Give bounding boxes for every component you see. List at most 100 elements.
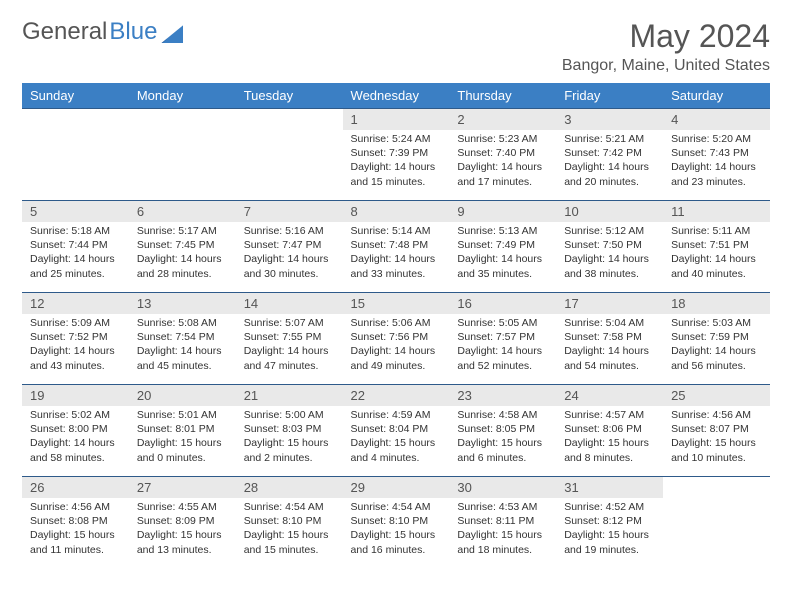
day-details: Sunrise: 5:12 AMSunset: 7:50 PMDaylight:… [556, 222, 663, 285]
day-details: Sunrise: 4:54 AMSunset: 8:10 PMDaylight:… [236, 498, 343, 561]
sunset-text: Sunset: 8:12 PM [564, 514, 655, 528]
day-details: Sunrise: 5:23 AMSunset: 7:40 PMDaylight:… [449, 130, 556, 193]
day-number: 23 [449, 385, 556, 406]
weekday-header: Friday [556, 83, 663, 109]
calendar-cell: 31Sunrise: 4:52 AMSunset: 8:12 PMDayligh… [556, 477, 663, 569]
sunset-text: Sunset: 8:09 PM [137, 514, 228, 528]
title-block: May 2024 Bangor, Maine, United States [562, 18, 770, 75]
calendar-table: SundayMondayTuesdayWednesdayThursdayFrid… [22, 83, 770, 569]
daylight-text: Daylight: 14 hours and 54 minutes. [564, 344, 655, 372]
day-details: Sunrise: 4:54 AMSunset: 8:10 PMDaylight:… [343, 498, 450, 561]
daylight-text: Daylight: 14 hours and 28 minutes. [137, 252, 228, 280]
sunset-text: Sunset: 7:42 PM [564, 146, 655, 160]
sunrise-text: Sunrise: 4:58 AM [457, 408, 548, 422]
daylight-text: Daylight: 14 hours and 38 minutes. [564, 252, 655, 280]
calendar-body: ...1Sunrise: 5:24 AMSunset: 7:39 PMDayli… [22, 109, 770, 569]
day-details: Sunrise: 4:58 AMSunset: 8:05 PMDaylight:… [449, 406, 556, 469]
sunset-text: Sunset: 7:58 PM [564, 330, 655, 344]
day-details: Sunrise: 5:16 AMSunset: 7:47 PMDaylight:… [236, 222, 343, 285]
daylight-text: Daylight: 14 hours and 30 minutes. [244, 252, 335, 280]
day-number: 24 [556, 385, 663, 406]
calendar-cell: 12Sunrise: 5:09 AMSunset: 7:52 PMDayligh… [22, 293, 129, 385]
daylight-text: Daylight: 15 hours and 19 minutes. [564, 528, 655, 556]
sunset-text: Sunset: 8:10 PM [244, 514, 335, 528]
day-details: Sunrise: 4:56 AMSunset: 8:07 PMDaylight:… [663, 406, 770, 469]
calendar-cell: . [22, 109, 129, 201]
sunrise-text: Sunrise: 5:02 AM [30, 408, 121, 422]
sunset-text: Sunset: 7:43 PM [671, 146, 762, 160]
calendar-cell: 8Sunrise: 5:14 AMSunset: 7:48 PMDaylight… [343, 201, 450, 293]
sunset-text: Sunset: 8:08 PM [30, 514, 121, 528]
day-number: 20 [129, 385, 236, 406]
location: Bangor, Maine, United States [562, 57, 770, 75]
daylight-text: Daylight: 14 hours and 17 minutes. [457, 160, 548, 188]
sunset-text: Sunset: 7:47 PM [244, 238, 335, 252]
day-number: 6 [129, 201, 236, 222]
sunrise-text: Sunrise: 5:05 AM [457, 316, 548, 330]
sunrise-text: Sunrise: 5:04 AM [564, 316, 655, 330]
sunrise-text: Sunrise: 5:16 AM [244, 224, 335, 238]
calendar-cell: . [663, 477, 770, 569]
daylight-text: Daylight: 14 hours and 49 minutes. [351, 344, 442, 372]
sunrise-text: Sunrise: 5:21 AM [564, 132, 655, 146]
sunset-text: Sunset: 8:06 PM [564, 422, 655, 436]
sunrise-text: Sunrise: 5:09 AM [30, 316, 121, 330]
sunset-text: Sunset: 8:04 PM [351, 422, 442, 436]
sunset-text: Sunset: 7:57 PM [457, 330, 548, 344]
sunrise-text: Sunrise: 5:24 AM [351, 132, 442, 146]
calendar-cell: 10Sunrise: 5:12 AMSunset: 7:50 PMDayligh… [556, 201, 663, 293]
sunset-text: Sunset: 8:07 PM [671, 422, 762, 436]
day-details: Sunrise: 4:59 AMSunset: 8:04 PMDaylight:… [343, 406, 450, 469]
day-details: Sunrise: 5:01 AMSunset: 8:01 PMDaylight:… [129, 406, 236, 469]
daylight-text: Daylight: 15 hours and 4 minutes. [351, 436, 442, 464]
daylight-text: Daylight: 15 hours and 10 minutes. [671, 436, 762, 464]
weekday-header: Thursday [449, 83, 556, 109]
sunrise-text: Sunrise: 4:56 AM [671, 408, 762, 422]
sunset-text: Sunset: 7:55 PM [244, 330, 335, 344]
calendar-cell: 16Sunrise: 5:05 AMSunset: 7:57 PMDayligh… [449, 293, 556, 385]
calendar-row: 12Sunrise: 5:09 AMSunset: 7:52 PMDayligh… [22, 293, 770, 385]
sunset-text: Sunset: 8:10 PM [351, 514, 442, 528]
day-number: 11 [663, 201, 770, 222]
sunrise-text: Sunrise: 4:53 AM [457, 500, 548, 514]
calendar-cell: 20Sunrise: 5:01 AMSunset: 8:01 PMDayligh… [129, 385, 236, 477]
day-number: 28 [236, 477, 343, 498]
sunset-text: Sunset: 7:45 PM [137, 238, 228, 252]
sunset-text: Sunset: 7:44 PM [30, 238, 121, 252]
calendar-row: 19Sunrise: 5:02 AMSunset: 8:00 PMDayligh… [22, 385, 770, 477]
calendar-cell: . [236, 109, 343, 201]
calendar-cell: 21Sunrise: 5:00 AMSunset: 8:03 PMDayligh… [236, 385, 343, 477]
sunrise-text: Sunrise: 4:56 AM [30, 500, 121, 514]
daylight-text: Daylight: 14 hours and 20 minutes. [564, 160, 655, 188]
calendar-cell: 11Sunrise: 5:11 AMSunset: 7:51 PMDayligh… [663, 201, 770, 293]
sunrise-text: Sunrise: 5:13 AM [457, 224, 548, 238]
sunrise-text: Sunrise: 5:07 AM [244, 316, 335, 330]
sunrise-text: Sunrise: 5:14 AM [351, 224, 442, 238]
day-details: Sunrise: 4:52 AMSunset: 8:12 PMDaylight:… [556, 498, 663, 561]
day-number: 5 [22, 201, 129, 222]
day-number: 1 [343, 109, 450, 130]
sunrise-text: Sunrise: 5:06 AM [351, 316, 442, 330]
day-number: 21 [236, 385, 343, 406]
calendar-cell: 6Sunrise: 5:17 AMSunset: 7:45 PMDaylight… [129, 201, 236, 293]
weekday-header: Saturday [663, 83, 770, 109]
calendar-cell: 14Sunrise: 5:07 AMSunset: 7:55 PMDayligh… [236, 293, 343, 385]
sunrise-text: Sunrise: 5:01 AM [137, 408, 228, 422]
sunset-text: Sunset: 8:01 PM [137, 422, 228, 436]
day-number: 12 [22, 293, 129, 314]
logo: GeneralBlue [22, 18, 183, 46]
sunrise-text: Sunrise: 5:00 AM [244, 408, 335, 422]
sunset-text: Sunset: 8:00 PM [30, 422, 121, 436]
sunset-text: Sunset: 8:11 PM [457, 514, 548, 528]
sunrise-text: Sunrise: 4:54 AM [351, 500, 442, 514]
sunset-text: Sunset: 7:39 PM [351, 146, 442, 160]
daylight-text: Daylight: 15 hours and 13 minutes. [137, 528, 228, 556]
weekday-header: Monday [129, 83, 236, 109]
day-details: Sunrise: 5:03 AMSunset: 7:59 PMDaylight:… [663, 314, 770, 377]
sunrise-text: Sunrise: 4:57 AM [564, 408, 655, 422]
sunrise-text: Sunrise: 5:03 AM [671, 316, 762, 330]
sunset-text: Sunset: 7:56 PM [351, 330, 442, 344]
day-number: 8 [343, 201, 450, 222]
sunrise-text: Sunrise: 5:11 AM [671, 224, 762, 238]
sunrise-text: Sunrise: 5:20 AM [671, 132, 762, 146]
